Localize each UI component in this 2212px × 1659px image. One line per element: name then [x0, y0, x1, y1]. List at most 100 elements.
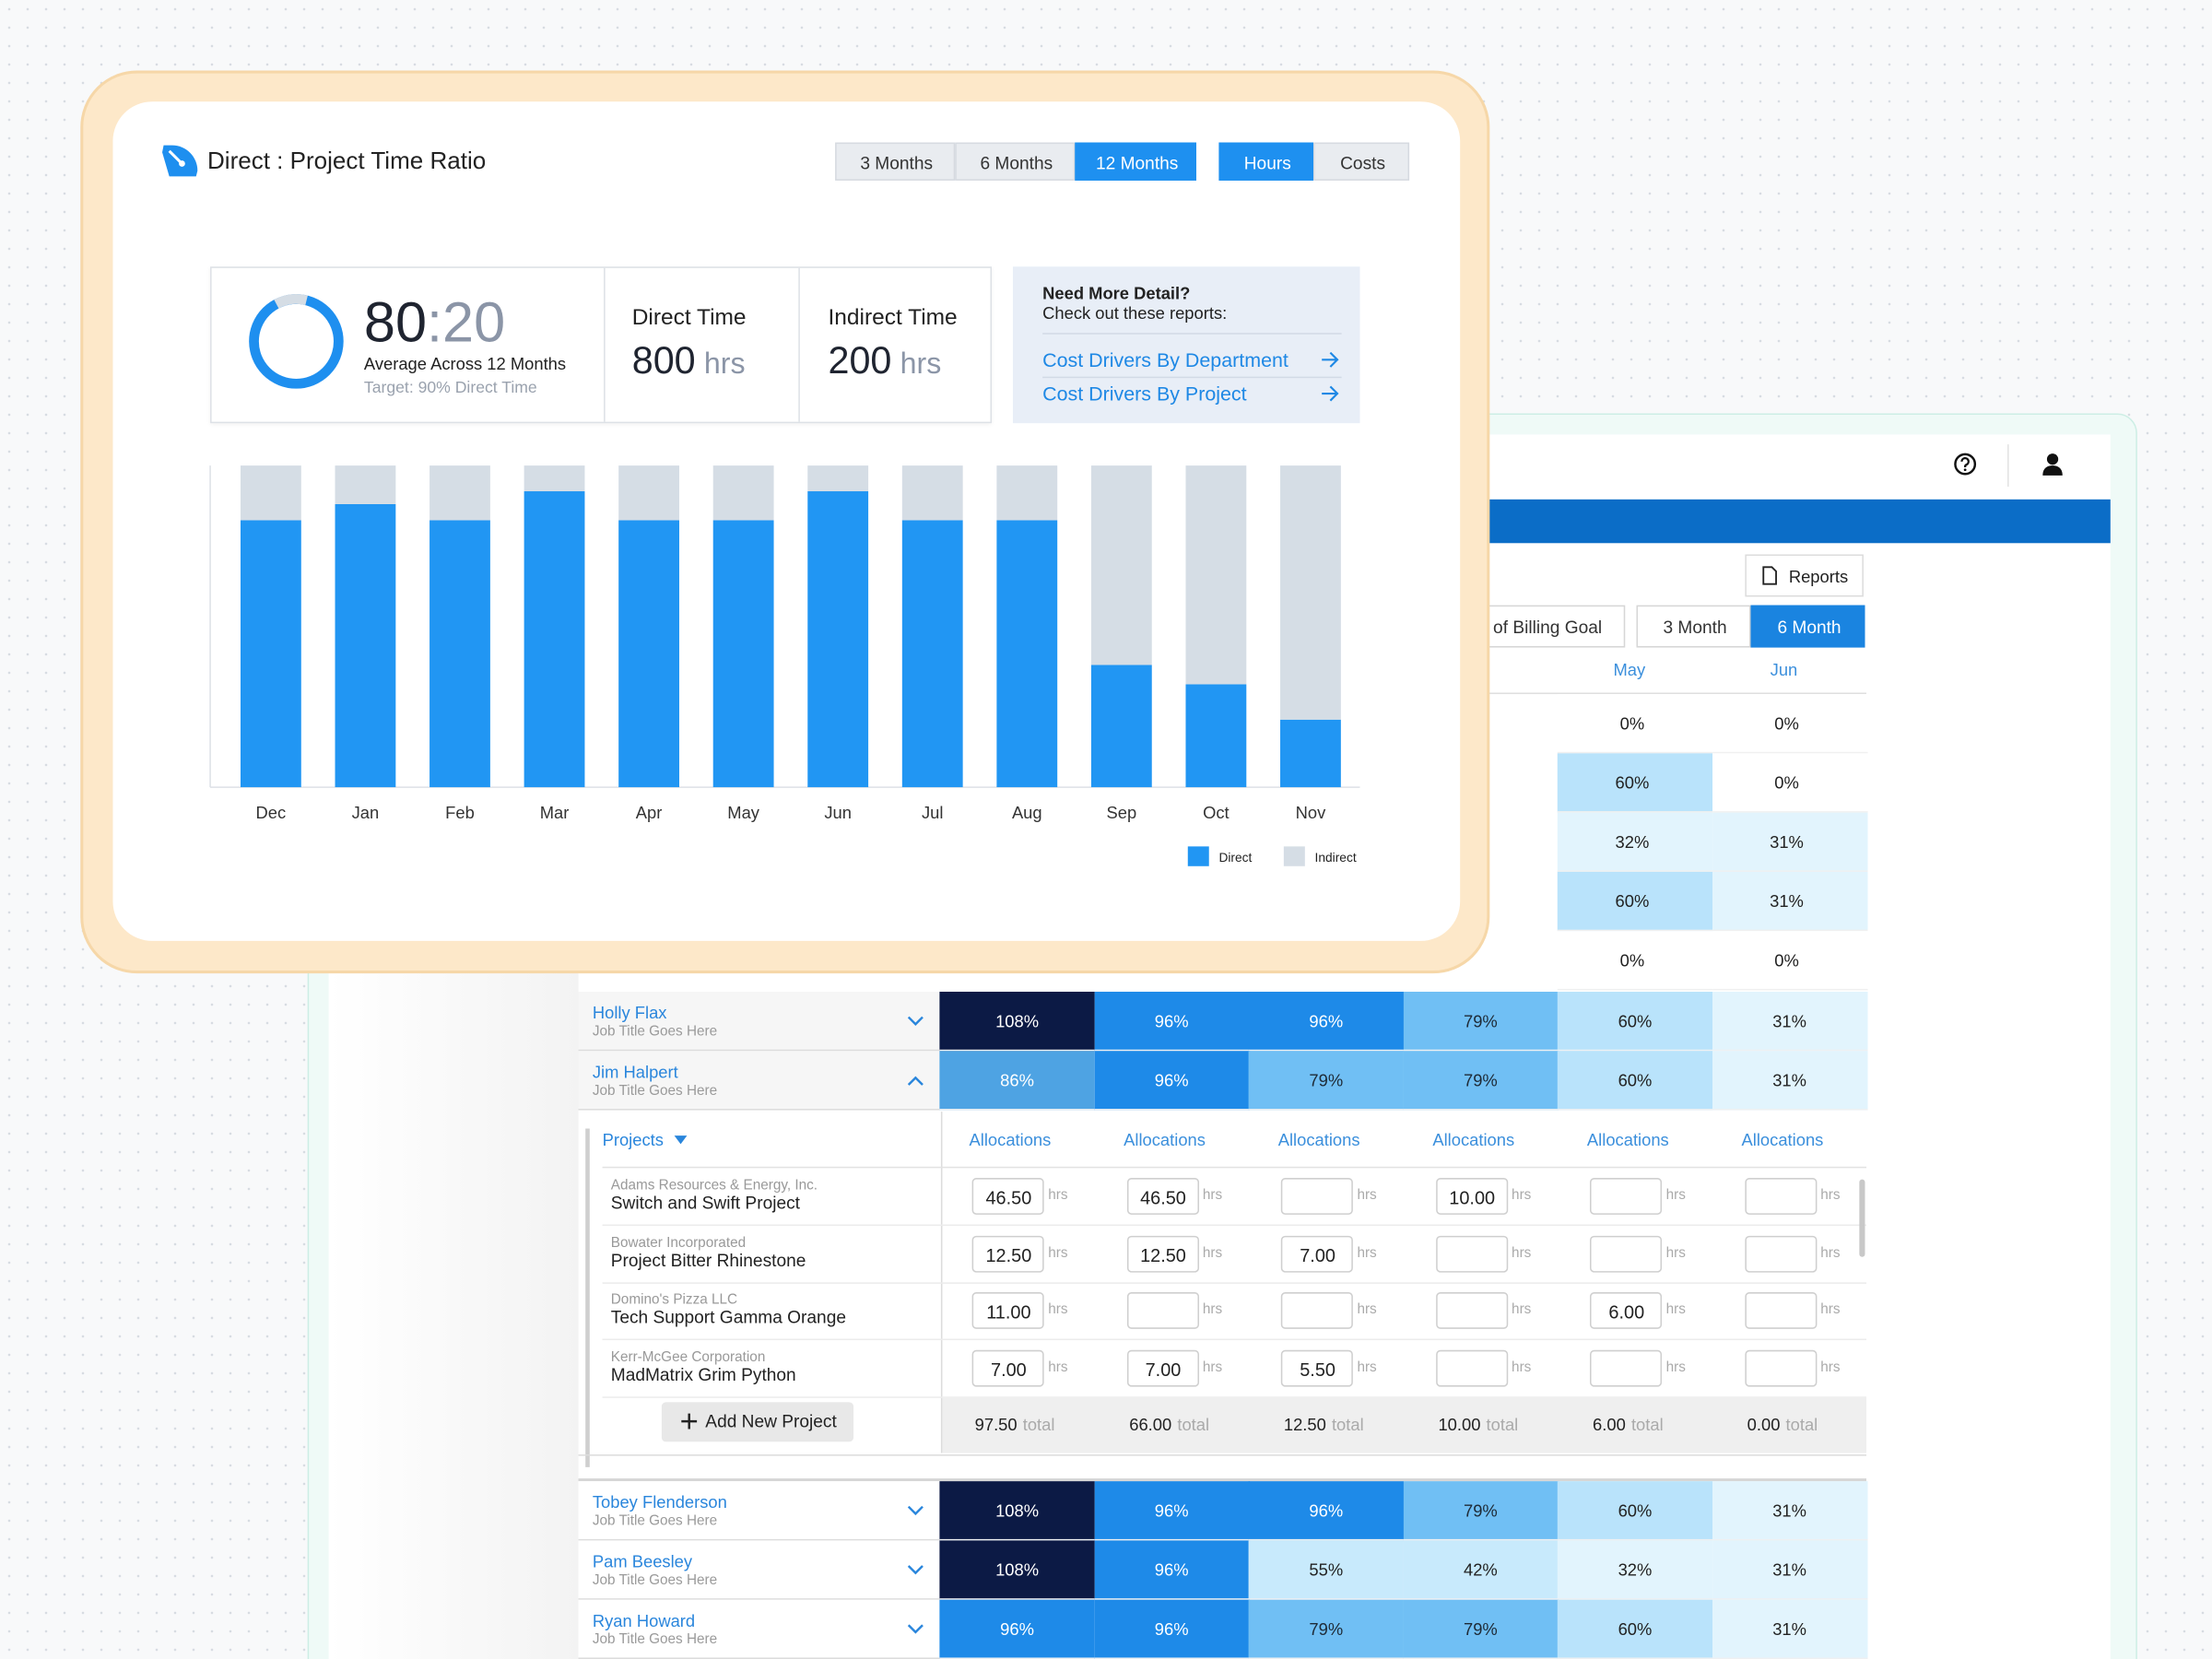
- legend-swatch: [1187, 846, 1209, 866]
- hours-input[interactable]: [1589, 1349, 1663, 1386]
- hours-input[interactable]: 12.50: [1126, 1235, 1199, 1272]
- reports-button[interactable]: Reports: [1745, 554, 1864, 597]
- hours-value[interactable]: 7.00: [991, 1358, 1027, 1380]
- hours-input[interactable]: [1435, 1349, 1508, 1386]
- heat-cell: 96%: [939, 1599, 1095, 1659]
- hours-value[interactable]: 11.00: [986, 1300, 1031, 1323]
- hours-value[interactable]: 46.50: [1140, 1187, 1186, 1208]
- range-label[interactable]: 12 Months: [1095, 152, 1179, 173]
- unit-label[interactable]: Hours: [1243, 152, 1291, 173]
- heat-value: 31%: [1772, 1559, 1806, 1581]
- unit-button[interactable]: Costs: [1312, 142, 1410, 181]
- hours-value[interactable]: 10.00: [1449, 1187, 1496, 1208]
- total-label: total: [1630, 1415, 1664, 1435]
- project-name: Project Bitter Rhinestone: [610, 1250, 806, 1270]
- period-button[interactable]: 6 Month: [1750, 605, 1865, 648]
- heat-cell: 60%: [1557, 1599, 1713, 1659]
- hours-value[interactable]: 46.50: [985, 1187, 1032, 1208]
- reports-label[interactable]: Reports: [1788, 567, 1849, 587]
- hours-input[interactable]: [1744, 1292, 1817, 1329]
- project-name: MadMatrix Grim Python: [610, 1364, 796, 1384]
- x-tick-label: Jun: [824, 803, 852, 822]
- name-cell[interactable]: Tobey Flenderson Job Title Goes Here: [578, 1481, 940, 1541]
- hours-input[interactable]: [1744, 1349, 1817, 1386]
- x-tick-label: Apr: [636, 803, 663, 822]
- section-rule: [602, 1166, 1866, 1169]
- report-link[interactable]: Cost Drivers By Project: [1042, 382, 1247, 406]
- hours-input[interactable]: [1280, 1178, 1353, 1215]
- hours-input[interactable]: [1280, 1292, 1353, 1329]
- person-name[interactable]: Pam Beesley: [592, 1551, 693, 1572]
- range-label[interactable]: 3 Months: [860, 152, 934, 173]
- hours-input[interactable]: [1126, 1292, 1199, 1329]
- person-name[interactable]: Ryan Howard: [592, 1610, 696, 1631]
- period-button[interactable]: 3 Month: [1636, 605, 1751, 648]
- name-cell[interactable]: Jim Halpert Job Title Goes Here: [578, 1051, 940, 1111]
- hours-input[interactable]: 46.50: [971, 1178, 1044, 1215]
- detail-text: Check out these reports:: [1042, 303, 1228, 324]
- range-button[interactable]: 12 Months: [1075, 142, 1196, 181]
- hours-unit: hrs: [1048, 1301, 1068, 1318]
- range-button[interactable]: 3 Months: [835, 142, 956, 181]
- hours-input[interactable]: 7.00: [1126, 1349, 1199, 1386]
- hours-unit: hrs: [1665, 1301, 1686, 1318]
- detail-title: Need More Detail?: [1042, 283, 1191, 304]
- unit-button[interactable]: Hours: [1218, 142, 1313, 181]
- average-label: Average Across 12 Months: [363, 354, 567, 374]
- hours-input[interactable]: 10.00: [1435, 1178, 1508, 1215]
- name-cell[interactable]: Ryan Howard Job Title Goes Here: [578, 1599, 940, 1659]
- unit-label[interactable]: Costs: [1340, 152, 1386, 173]
- add-project-label[interactable]: Add New Project: [705, 1411, 837, 1432]
- stats-divider: [604, 267, 606, 422]
- period-label[interactable]: of Billing Goal: [1493, 618, 1603, 638]
- panel-shade: [328, 973, 579, 1659]
- projects-header[interactable]: Projects: [602, 1130, 664, 1150]
- allocations-header: Allocations: [1741, 1130, 1824, 1150]
- period-label[interactable]: 3 Month: [1663, 618, 1727, 638]
- bar: [1090, 665, 1152, 788]
- name-cell[interactable]: Holly Flax Job Title Goes Here: [578, 992, 940, 1052]
- hours-value[interactable]: 12.50: [985, 1243, 1032, 1265]
- range-label[interactable]: 6 Months: [980, 152, 1053, 173]
- hours-value[interactable]: 5.50: [1300, 1358, 1335, 1380]
- hours-input[interactable]: 46.50: [1126, 1178, 1199, 1215]
- range-button[interactable]: 6 Months: [955, 142, 1076, 181]
- hours-value[interactable]: 7.00: [1300, 1243, 1335, 1265]
- allocations-header: Allocations: [1586, 1130, 1669, 1150]
- add-project-button[interactable]: Add New Project: [661, 1402, 854, 1442]
- hours-input[interactable]: 12.50: [971, 1235, 1044, 1272]
- hours-input[interactable]: 6.00: [1589, 1292, 1663, 1329]
- reports-icon: [1762, 566, 1777, 585]
- report-link[interactable]: Cost Drivers By Department: [1042, 348, 1288, 371]
- hours-input[interactable]: [1744, 1235, 1817, 1272]
- hours-input[interactable]: 7.00: [1280, 1235, 1353, 1272]
- hours-unit: hrs: [1820, 1301, 1841, 1318]
- plus-icon: [681, 1413, 698, 1430]
- name-cell[interactable]: Pam Beesley Job Title Goes Here: [578, 1540, 940, 1600]
- x-tick-label: May: [727, 803, 760, 822]
- person-name[interactable]: Jim Halpert: [592, 1062, 678, 1082]
- direct-number: 800: [631, 339, 696, 382]
- hours-unit: hrs: [1512, 1301, 1532, 1318]
- person-name[interactable]: Tobey Flenderson: [592, 1492, 727, 1512]
- hours-unit: hrs: [1202, 1301, 1223, 1318]
- ratio-indirect: :20: [427, 291, 506, 355]
- period-button[interactable]: of Billing Goal: [1466, 605, 1626, 648]
- person-name[interactable]: Holly Flax: [592, 1003, 667, 1023]
- hours-input[interactable]: 7.00: [971, 1349, 1044, 1386]
- hours-input[interactable]: [1435, 1235, 1508, 1272]
- hours-unit: hrs: [1665, 1359, 1686, 1375]
- bar: [429, 465, 490, 521]
- hours-value[interactable]: 12.50: [1140, 1243, 1186, 1265]
- link-arrow: [1322, 385, 1339, 402]
- hours-input[interactable]: [1589, 1178, 1663, 1215]
- hours-value[interactable]: 6.00: [1608, 1300, 1645, 1323]
- hours-value[interactable]: 7.00: [1145, 1358, 1182, 1380]
- hours-input[interactable]: [1435, 1292, 1508, 1329]
- hours-input[interactable]: 11.00: [971, 1292, 1044, 1329]
- hours-input[interactable]: [1744, 1178, 1817, 1215]
- period-label[interactable]: 6 Month: [1777, 618, 1841, 638]
- dropdown-icon: [674, 1135, 688, 1145]
- hours-input[interactable]: 5.50: [1280, 1349, 1353, 1386]
- hours-input[interactable]: [1589, 1235, 1663, 1272]
